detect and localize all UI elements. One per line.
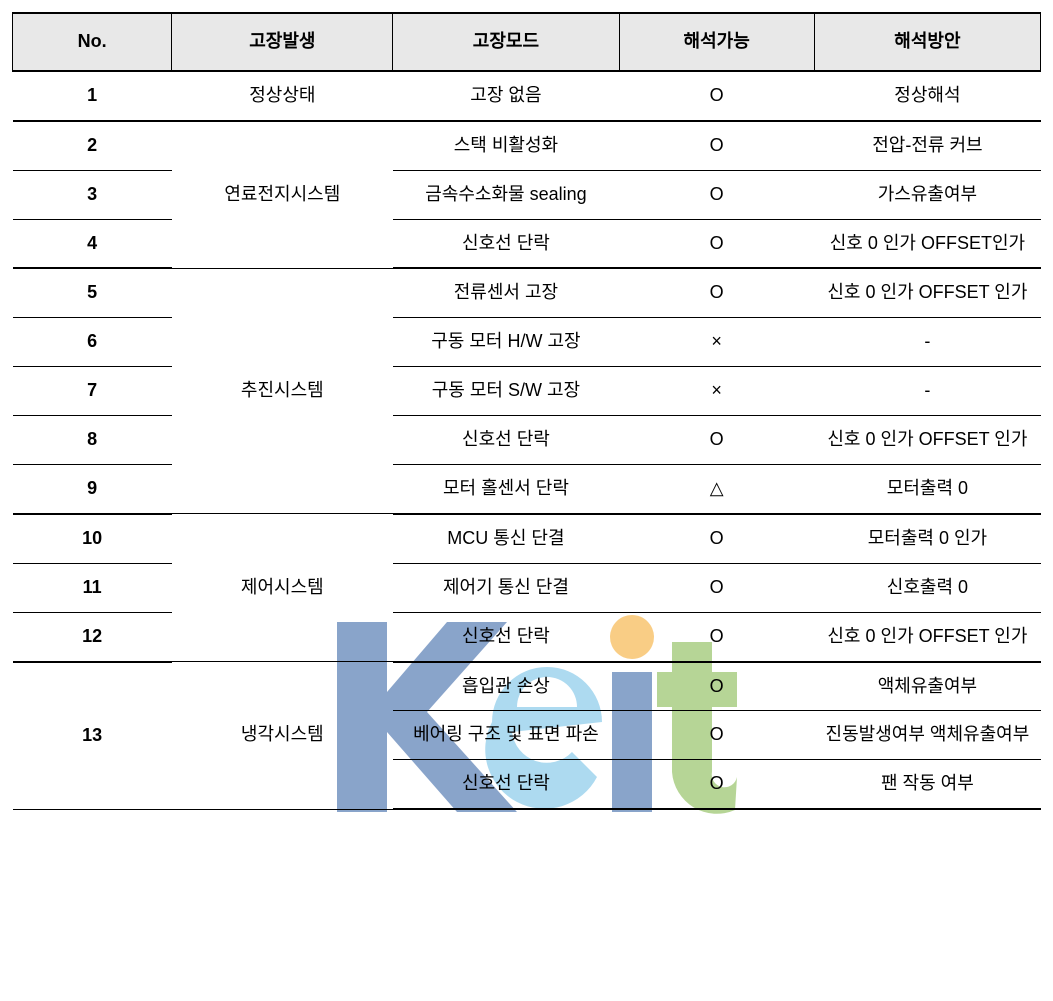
cell-no: 6	[13, 318, 172, 367]
cell-analyzable: O	[619, 760, 814, 809]
cell-no: 4	[13, 219, 172, 268]
cell-mode: 구동 모터 S/W 고장	[393, 367, 619, 416]
failure-analysis-table: No. 고장발생 고장모드 해석가능 해석방안 1정상상태고장 없음O정상해석2…	[12, 12, 1041, 810]
cell-method: 액체유출여부	[814, 662, 1040, 711]
table-row: 2연료전지시스템스택 비활성화O전압-전류 커브	[13, 121, 1041, 170]
cell-occurrence: 연료전지시스템	[172, 121, 393, 269]
table-row: 10제어시스템MCU 통신 단결O모터출력 0 인가	[13, 514, 1041, 563]
cell-mode: MCU 통신 단결	[393, 514, 619, 563]
cell-occurrence: 추진시스템	[172, 268, 393, 513]
table-row: 9 모터 홀센서 단락△모터출력 0	[13, 465, 1041, 514]
cell-analyzable: O	[619, 219, 814, 268]
cell-mode: 금속수소화물 sealing	[393, 170, 619, 219]
cell-analyzable: O	[619, 662, 814, 711]
cell-analyzable: O	[619, 416, 814, 465]
col-header-mode: 고장모드	[393, 13, 619, 71]
cell-method: -	[814, 367, 1040, 416]
cell-mode: 모터 홀센서 단락	[393, 465, 619, 514]
cell-no: 12	[13, 612, 172, 661]
cell-method: -	[814, 318, 1040, 367]
cell-mode: 베어링 구조 및 표면 파손	[393, 711, 619, 760]
cell-analyzable: O	[619, 121, 814, 170]
cell-analyzable: △	[619, 465, 814, 514]
table-row: 12 신호선 단락O신호 0 인가 OFFSET 인가	[13, 612, 1041, 661]
cell-no: 13	[13, 662, 172, 810]
table-row: 1정상상태고장 없음O정상해석	[13, 71, 1041, 121]
cell-mode: 신호선 단락	[393, 760, 619, 809]
cell-method: 모터출력 0	[814, 465, 1040, 514]
cell-method: 신호출력 0	[814, 563, 1040, 612]
cell-no: 10	[13, 514, 172, 563]
col-header-analyzable: 해석가능	[619, 13, 814, 71]
cell-no: 2	[13, 121, 172, 170]
table-row: 11 제어기 통신 단결O신호출력 0	[13, 563, 1041, 612]
cell-mode: 신호선 단락	[393, 416, 619, 465]
table-row: 3 금속수소화물 sealingO가스유출여부	[13, 170, 1041, 219]
table-row: 8 신호선 단락O신호 0 인가 OFFSET 인가	[13, 416, 1041, 465]
cell-analyzable: ×	[619, 318, 814, 367]
table-body: 1정상상태고장 없음O정상해석2연료전지시스템스택 비활성화O전압-전류 커브3…	[13, 71, 1041, 809]
cell-method: 전압-전류 커브	[814, 121, 1040, 170]
cell-mode: 전류센서 고장	[393, 268, 619, 317]
cell-mode: 신호선 단락	[393, 219, 619, 268]
cell-no: 7	[13, 367, 172, 416]
cell-no: 1	[13, 71, 172, 121]
cell-analyzable: ×	[619, 367, 814, 416]
cell-no: 3	[13, 170, 172, 219]
cell-method: 팬 작동 여부	[814, 760, 1040, 809]
cell-no: 8	[13, 416, 172, 465]
cell-analyzable: O	[619, 71, 814, 121]
table-row: 13냉각시스템흡입관 손상O액체유출여부	[13, 662, 1041, 711]
cell-no: 5	[13, 268, 172, 317]
cell-method: 신호 0 인가 OFFSET 인가	[814, 416, 1040, 465]
cell-mode: 제어기 통신 단결	[393, 563, 619, 612]
table-row: 4 신호선 단락O신호 0 인가 OFFSET인가	[13, 219, 1041, 268]
cell-analyzable: O	[619, 563, 814, 612]
cell-method: 가스유출여부	[814, 170, 1040, 219]
cell-mode: 구동 모터 H/W 고장	[393, 318, 619, 367]
table-row: 7 구동 모터 S/W 고장×-	[13, 367, 1041, 416]
cell-analyzable: O	[619, 612, 814, 661]
table-header-row: No. 고장발생 고장모드 해석가능 해석방안	[13, 13, 1041, 71]
cell-analyzable: O	[619, 514, 814, 563]
table-row: 5추진시스템전류센서 고장O신호 0 인가 OFFSET 인가	[13, 268, 1041, 317]
cell-occurrence: 제어시스템	[172, 514, 393, 662]
cell-method: 신호 0 인가 OFFSET인가	[814, 219, 1040, 268]
cell-occurrence: 냉각시스템	[172, 662, 393, 810]
table-row: 6 구동 모터 H/W 고장×-	[13, 318, 1041, 367]
cell-no: 9	[13, 465, 172, 514]
cell-analyzable: O	[619, 170, 814, 219]
cell-method: 신호 0 인가 OFFSET 인가	[814, 612, 1040, 661]
col-header-no: No.	[13, 13, 172, 71]
cell-no: 11	[13, 563, 172, 612]
cell-mode: 스택 비활성화	[393, 121, 619, 170]
cell-method: 진동발생여부 액체유출여부	[814, 711, 1040, 760]
col-header-method: 해석방안	[814, 13, 1040, 71]
col-header-occurrence: 고장발생	[172, 13, 393, 71]
cell-method: 신호 0 인가 OFFSET 인가	[814, 268, 1040, 317]
cell-analyzable: O	[619, 268, 814, 317]
cell-mode: 고장 없음	[393, 71, 619, 121]
cell-method: 정상해석	[814, 71, 1040, 121]
cell-mode: 흡입관 손상	[393, 662, 619, 711]
cell-occurrence: 정상상태	[172, 71, 393, 121]
failure-analysis-table-container: No. 고장발생 고장모드 해석가능 해석방안 1정상상태고장 없음O정상해석2…	[12, 12, 1041, 810]
cell-mode: 신호선 단락	[393, 612, 619, 661]
cell-method: 모터출력 0 인가	[814, 514, 1040, 563]
cell-analyzable: O	[619, 711, 814, 760]
